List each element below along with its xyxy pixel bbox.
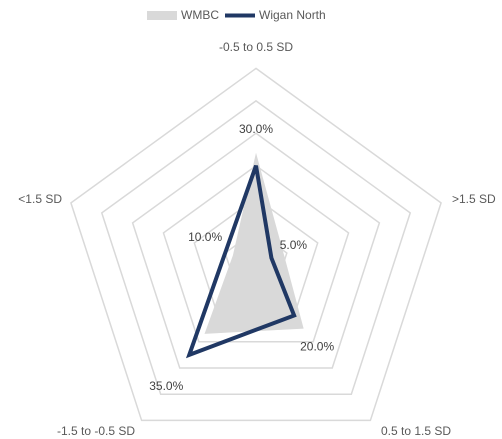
data-label: 30.0% <box>239 122 273 136</box>
grid-ring <box>162 164 350 343</box>
category-label: >1.5 SD <box>452 192 496 206</box>
category-label: -1.5 to -0.5 SD <box>57 424 135 438</box>
data-label: 5.0% <box>280 238 308 252</box>
category-label: -0.5 to 0.5 SD <box>219 40 293 54</box>
area <box>204 152 304 334</box>
legend-swatch <box>147 11 177 20</box>
category-label: 0.5 to 1.5 SD <box>381 424 451 438</box>
data-label: 10.0% <box>188 230 222 244</box>
data-label: 35.0% <box>149 379 183 393</box>
grid-ring <box>70 67 442 422</box>
grid-ring <box>131 132 381 369</box>
line <box>185 165 297 359</box>
data-label: 20.0% <box>300 340 334 354</box>
grid-ring <box>100 99 412 395</box>
legend-label: Wigan North <box>259 8 326 22</box>
category-label: <1.5 SD <box>18 192 62 206</box>
legend-label: WMBC <box>181 8 219 22</box>
